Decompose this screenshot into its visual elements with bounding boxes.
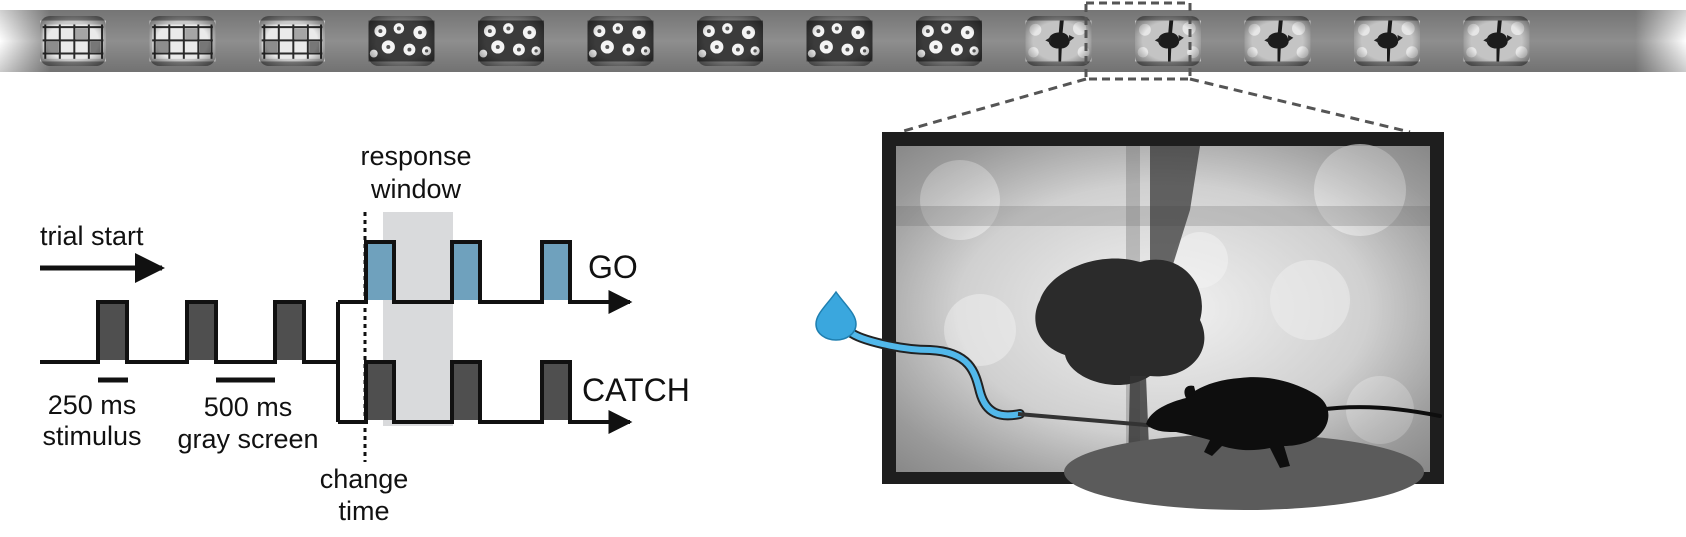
film-frame-windows bbox=[259, 16, 325, 66]
go-pulse bbox=[544, 244, 568, 300]
zoom-lines bbox=[899, 77, 1411, 134]
gray-screen-label: gray screen bbox=[177, 424, 318, 454]
film-frame-flowers bbox=[368, 16, 435, 66]
go-pulses bbox=[368, 244, 568, 300]
catch-pulse bbox=[454, 364, 478, 420]
catch-pulses bbox=[368, 364, 568, 420]
film-frame-flowers bbox=[587, 16, 654, 66]
catch-label: CATCH bbox=[582, 372, 690, 408]
highlight-box bbox=[1084, 1, 1192, 81]
go-pulse bbox=[368, 244, 392, 300]
film-frame-plant bbox=[1025, 16, 1092, 66]
go-trace bbox=[338, 240, 633, 314]
film-frame-plant bbox=[1463, 16, 1530, 66]
running-wheel-platform bbox=[1064, 434, 1424, 510]
stimulus-pulse bbox=[277, 304, 302, 360]
go-label: GO bbox=[588, 249, 638, 285]
monitor-screen bbox=[896, 144, 1430, 472]
film-frame-windows bbox=[40, 16, 106, 66]
experiment-setup bbox=[815, 132, 1444, 510]
pre-change-pulses bbox=[100, 304, 302, 360]
mouse-silhouette-icon bbox=[1146, 377, 1442, 468]
film-frame-flowers bbox=[697, 16, 763, 66]
trial-timeline: trial start response window GO CATCH 250… bbox=[40, 141, 690, 526]
stimulus-label: stimulus bbox=[42, 421, 141, 451]
stimulus-duration-label: 250 ms bbox=[48, 390, 137, 420]
film-frame-flowers bbox=[916, 16, 982, 66]
pre-change-trace bbox=[40, 300, 338, 364]
go-pulse bbox=[454, 244, 478, 300]
trial-start-label: trial start bbox=[40, 221, 144, 251]
stimulus-pulse bbox=[189, 304, 214, 360]
film-frame-windows bbox=[149, 16, 216, 66]
stimulus-pulse bbox=[100, 304, 125, 360]
catch-trace bbox=[338, 360, 633, 434]
film-frame-flowers bbox=[478, 16, 544, 66]
film-strip bbox=[0, 1, 1686, 81]
lick-spout bbox=[1017, 412, 1159, 428]
film-frame-plant bbox=[1135, 16, 1201, 66]
catch-pulse bbox=[368, 364, 392, 420]
water-drop-icon bbox=[815, 290, 857, 341]
gray-duration-label: 500 ms bbox=[204, 392, 293, 422]
response-window-label: response bbox=[360, 141, 471, 171]
change-time-label: change bbox=[320, 464, 409, 494]
change-time-label-line2: time bbox=[338, 496, 389, 526]
film-frame-plant bbox=[1244, 16, 1311, 66]
film-frame-plant bbox=[1354, 16, 1420, 66]
film-frame-flowers bbox=[806, 16, 873, 66]
catch-pulse bbox=[544, 364, 568, 420]
response-window-label-line2: window bbox=[370, 174, 462, 204]
